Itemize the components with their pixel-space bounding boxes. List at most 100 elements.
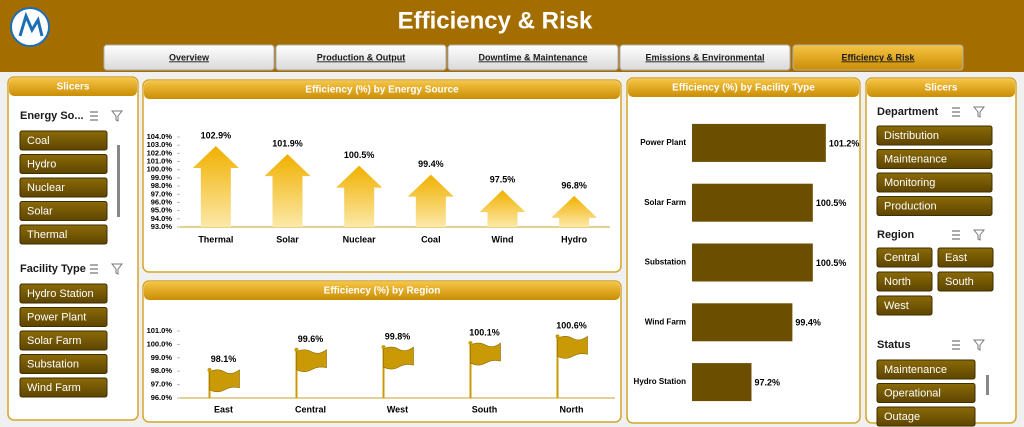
- slicer-item-label[interactable]: Solar: [27, 205, 53, 217]
- y-tick-label: 93.0%: [151, 222, 173, 231]
- slicer-item-label[interactable]: Maintenance: [884, 364, 947, 376]
- tab-label[interactable]: Downtime & Maintenance: [478, 52, 587, 62]
- data-label: 100.1%: [469, 327, 500, 337]
- y-tick-label: Power Plant: [640, 138, 686, 147]
- panel-title: Slicers: [925, 83, 958, 94]
- multi-select-icon[interactable]: [952, 340, 960, 350]
- slicer-item[interactable]: [19, 177, 108, 198]
- flag-knob: [468, 341, 473, 346]
- clear-filter-icon[interactable]: [110, 263, 124, 275]
- slicer-item[interactable]: [876, 271, 933, 292]
- scrollbar[interactable]: [986, 375, 989, 395]
- tab[interactable]: [103, 44, 275, 71]
- slicer-item-label[interactable]: Maintenance: [884, 153, 947, 165]
- arrow-bar: [264, 154, 311, 227]
- slicer-item-label[interactable]: West: [884, 300, 909, 312]
- slicer-item[interactable]: [876, 406, 976, 427]
- slicer-item-label[interactable]: Nuclear: [27, 182, 65, 194]
- slicer-item-label[interactable]: North: [884, 276, 911, 288]
- slicer-item[interactable]: [19, 130, 108, 151]
- slicer-item[interactable]: [937, 247, 994, 268]
- data-label: 97.5%: [490, 175, 516, 185]
- y-tick-label: 97.0%: [151, 380, 173, 389]
- clear-filter-icon[interactable]: [972, 106, 986, 118]
- slicer-item[interactable]: [19, 354, 108, 374]
- slicer-item-label[interactable]: Operational: [884, 387, 941, 399]
- slicer-title: Department: [877, 106, 938, 118]
- multi-select-icon[interactable]: [952, 230, 960, 240]
- tab-label[interactable]: Production & Output: [317, 52, 405, 62]
- multi-select-icon[interactable]: [952, 107, 960, 117]
- slicer-item[interactable]: [19, 201, 108, 221]
- panel-title: Efficiency (%) by Facility Type: [672, 83, 815, 94]
- y-tick-label: 98.0%: [151, 366, 173, 375]
- page-title: Efficiency & Risk: [398, 7, 593, 34]
- y-tick-label: 100.0%: [147, 339, 173, 348]
- logo-mark: [18, 11, 44, 37]
- slicer-item-label[interactable]: Distribution: [884, 130, 939, 142]
- clear-filter-icon[interactable]: [110, 110, 124, 122]
- slicer-item-label[interactable]: Central: [884, 252, 919, 264]
- slicer-item[interactable]: [19, 330, 108, 351]
- slicer-item[interactable]: [19, 377, 108, 398]
- panel-header: [867, 79, 1015, 97]
- clear-filter-icon[interactable]: [972, 339, 986, 351]
- slicer-item[interactable]: [876, 149, 993, 169]
- slicer-title: Facility Type: [20, 263, 86, 275]
- arrow-bar: [551, 195, 598, 227]
- data-label: 99.4%: [795, 318, 821, 328]
- scrollbar[interactable]: [117, 145, 120, 217]
- multi-select-icon[interactable]: [90, 111, 98, 121]
- flag-knob: [207, 367, 212, 372]
- tab[interactable]: [619, 44, 791, 71]
- slicer-item-label[interactable]: Coal: [27, 135, 50, 147]
- slicer-item[interactable]: [937, 271, 994, 292]
- multi-select-icon[interactable]: [90, 264, 98, 274]
- slicer-item-label[interactable]: South: [945, 276, 974, 288]
- panel-title: Efficiency (%) by Region: [324, 286, 441, 297]
- slicer-item[interactable]: [876, 172, 993, 193]
- x-tick-label: Central: [295, 404, 326, 414]
- tab-label[interactable]: Emissions & Environmental: [645, 52, 764, 62]
- slicer-item-label[interactable]: Solar Farm: [27, 335, 81, 347]
- slicer-title: Energy So...: [20, 110, 84, 122]
- slicer-item[interactable]: [876, 196, 993, 216]
- slicer-item[interactable]: [19, 224, 108, 245]
- flag: [383, 346, 414, 370]
- slicer-item-label[interactable]: Substation: [27, 358, 79, 370]
- slicer-item[interactable]: [876, 125, 993, 146]
- y-tick-label: 104.0%: [147, 132, 173, 141]
- slicer-item-label[interactable]: Hydro Station: [27, 288, 94, 300]
- slicer-item-label[interactable]: Monitoring: [884, 177, 935, 189]
- tab[interactable]: [275, 44, 447, 71]
- data-label: 100.6%: [556, 321, 587, 331]
- slicer-item[interactable]: [876, 247, 933, 268]
- slicer-item-label[interactable]: Outage: [884, 411, 920, 423]
- tab[interactable]: [447, 44, 619, 71]
- flag: [296, 349, 327, 373]
- slicer-item-label[interactable]: Wind Farm: [27, 382, 81, 394]
- arrow-bar: [407, 174, 454, 227]
- slicer-item[interactable]: [876, 383, 976, 403]
- clear-filter-icon[interactable]: [972, 229, 986, 241]
- slicer-item-label[interactable]: Power Plant: [27, 311, 86, 323]
- slicer-item[interactable]: [19, 154, 108, 174]
- x-tick-label: Wind: [492, 234, 514, 244]
- tab-label[interactable]: Overview: [169, 52, 210, 62]
- y-tick-label: 101.0%: [147, 157, 173, 166]
- slicer-item[interactable]: [876, 359, 976, 380]
- slicer-item-label[interactable]: East: [945, 252, 967, 264]
- slicer-title: Status: [877, 339, 911, 351]
- tab-label[interactable]: Efficiency & Risk: [841, 52, 915, 62]
- slicer-item[interactable]: [876, 295, 933, 316]
- slicer-item[interactable]: [19, 283, 108, 304]
- data-label: 100.5%: [816, 198, 847, 208]
- y-tick-label: 102.0%: [147, 148, 173, 157]
- slicer-item-label[interactable]: Thermal: [27, 229, 67, 241]
- slicer-item-label[interactable]: Hydro: [27, 158, 56, 170]
- panel-title: Efficiency (%) by Energy Source: [305, 85, 459, 96]
- slicer-item-label[interactable]: Production: [884, 200, 937, 212]
- data-label: 96.8%: [561, 180, 587, 190]
- tab[interactable]: [792, 44, 964, 71]
- slicer-item[interactable]: [19, 307, 108, 327]
